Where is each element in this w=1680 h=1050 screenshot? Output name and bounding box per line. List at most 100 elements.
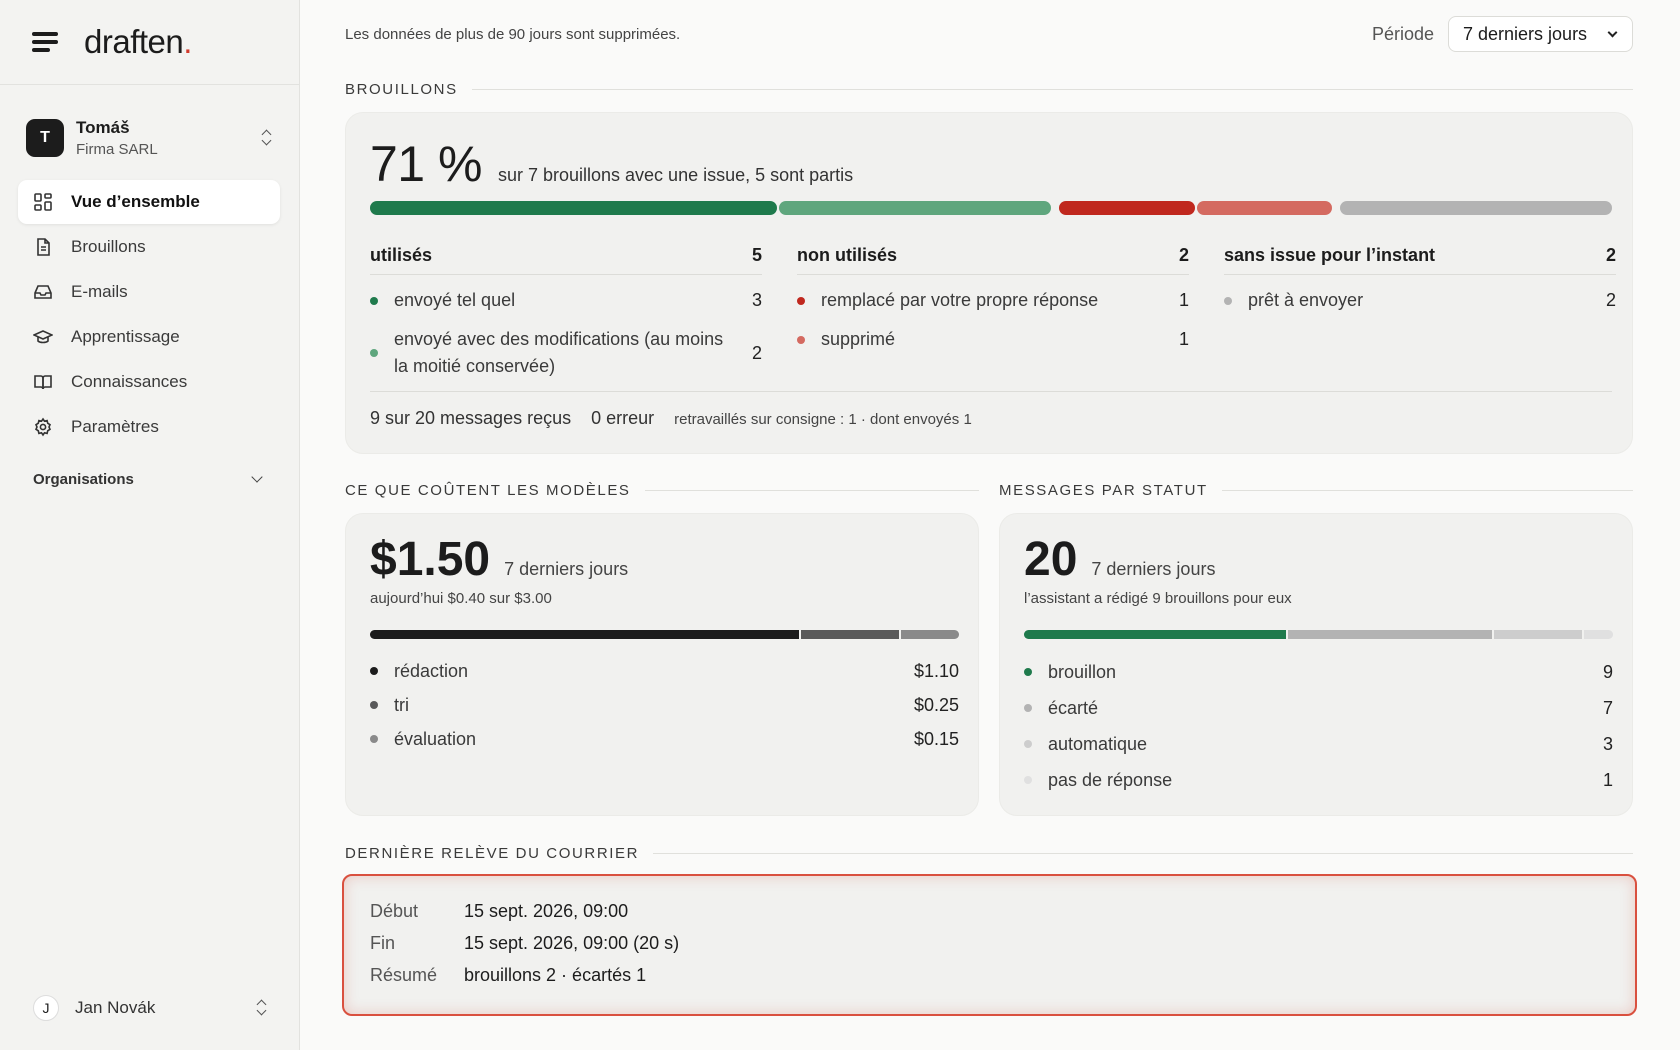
- list-item: rédaction $1.10: [370, 654, 959, 688]
- bar-segment-modifies: [779, 201, 1051, 215]
- cost-list: rédaction $1.10 tri $0.25 évaluation $0.…: [370, 654, 959, 756]
- status-dot: [797, 335, 805, 344]
- sidebar-item-overview[interactable]: Vue d’ensemble: [18, 180, 280, 224]
- status-list: brouillon 9 écarté 7 automatique 3 pas d…: [1024, 654, 1613, 798]
- document-icon: [33, 237, 53, 257]
- logo[interactable]: draften.: [84, 23, 192, 60]
- drafts-footer: 9 sur 20 messages reçus 0 erreur retrava…: [370, 391, 1612, 429]
- account-switcher[interactable]: T Tomáš Firma SARL: [26, 116, 274, 160]
- menu-icon[interactable]: [32, 32, 58, 52]
- sidebar-item-learning[interactable]: Apprentissage: [18, 315, 280, 359]
- status-dot: [1224, 296, 1232, 305]
- sidebar-item-settings[interactable]: Paramètres: [18, 405, 280, 449]
- status-bar-segment: [1494, 630, 1582, 639]
- book-icon: [33, 372, 53, 392]
- cost-bar-segment: [900, 630, 959, 639]
- chevron-down-icon: [1607, 27, 1618, 37]
- last-pickup-card: Début 15 sept. 2026, 09:00 Fin 15 sept. …: [342, 874, 1637, 1016]
- chevron-down-icon: [251, 471, 263, 483]
- list-item: envoyé tel quel 3: [370, 287, 762, 314]
- period-select[interactable]: 7 derniers jours: [1448, 16, 1633, 52]
- sidebar-item-drafts[interactable]: Brouillons: [18, 225, 280, 269]
- received-count: 9 sur 20 messages reçus: [370, 408, 572, 428]
- sidebar: draften. T Tomáš Firma SARL Vue d’ensemb…: [0, 0, 300, 1050]
- brand-bar: draften.: [0, 0, 299, 85]
- status-bar-segment: [1288, 630, 1493, 639]
- retention-notice: Les données de plus de 90 jours sont sup…: [345, 25, 681, 43]
- status-card: 20 7 derniers jours l’assistant a rédigé…: [999, 513, 1633, 816]
- status-dot: [1024, 740, 1032, 748]
- sidebar-item-knowledge[interactable]: Connaissances: [18, 360, 280, 404]
- account-avatar: T: [26, 119, 64, 157]
- grid-icon: [33, 192, 53, 212]
- error-count: 0 erreur: [591, 408, 655, 428]
- user-avatar: J: [33, 995, 59, 1021]
- list-item: supprimé 1: [797, 326, 1189, 353]
- list-item: envoyé avec des modifications (au moins …: [370, 326, 762, 380]
- cost-bar-segment: [801, 630, 899, 639]
- group-count: 5: [751, 245, 762, 265]
- list-item: évaluation $0.15: [370, 722, 959, 756]
- status-dot: [797, 296, 805, 305]
- status-bar: [1024, 630, 1613, 639]
- pickup-start-row: Début 15 sept. 2026, 09:00: [370, 901, 629, 921]
- inbox-icon: [33, 282, 53, 302]
- user-name: Jan Novák: [75, 998, 156, 1017]
- reworked-count: retravaillés sur consigne : 1 · dont env…: [674, 411, 972, 428]
- status-total: 20: [1024, 533, 1078, 586]
- group-title: non utilisés: [797, 245, 898, 265]
- cost-bar: [370, 630, 959, 639]
- status-bar-segment: [1024, 630, 1287, 639]
- list-item: prêt à envoyer 2: [1224, 287, 1616, 314]
- cost-total: $1.50: [370, 533, 491, 586]
- drafts-percent: 71 %: [370, 136, 482, 192]
- drafts-group-used: utilisés 5 envoyé tel quel 3 envoyé avec…: [370, 237, 762, 380]
- period-label: Période: [1371, 23, 1434, 44]
- cost-period: 7 derniers jours: [504, 559, 629, 579]
- cost-bar-segment: [370, 630, 799, 639]
- sidebar-item-label: Brouillons: [71, 237, 146, 256]
- status-section-title: MESSAGES PAR STATUT: [999, 482, 1633, 499]
- status-dot: [370, 701, 378, 709]
- account-name: Tomáš: [76, 118, 130, 137]
- status-dot: [370, 349, 378, 357]
- bar-segment-remplace: [1058, 201, 1195, 215]
- user-menu[interactable]: J Jan Novák: [33, 994, 269, 1022]
- bar-segment-pret: [1340, 201, 1612, 215]
- group-count: 2: [1605, 245, 1616, 265]
- sidebar-item-emails[interactable]: E-mails: [18, 270, 280, 314]
- chevron-up-down-icon: [260, 129, 274, 147]
- pickup-end-row: Fin 15 sept. 2026, 09:00 (20 s): [370, 933, 680, 953]
- group-count: 2: [1178, 245, 1189, 265]
- organizations-toggle[interactable]: Organisations: [33, 466, 265, 492]
- drafts-summary: sur 7 brouillons avec une issue, 5 sont …: [497, 165, 854, 185]
- list-item: automatique 3: [1024, 726, 1613, 762]
- sidebar-item-label: E-mails: [71, 282, 128, 301]
- sidebar-item-label: Vue d’ensemble: [71, 192, 200, 211]
- drafts-group-unused: non utilisés 2 remplacé par votre propre…: [797, 237, 1189, 353]
- list-item: tri $0.25: [370, 688, 959, 722]
- bar-segment-supprime: [1196, 201, 1333, 215]
- organizations-label: Organisations: [33, 470, 134, 488]
- cost-today: aujourd’hui $0.40 sur $3.00: [370, 590, 552, 607]
- status-bar-segment: [1583, 630, 1613, 639]
- status-dot: [370, 296, 378, 305]
- status-dot: [1024, 668, 1032, 676]
- drafts-card: 71 % sur 7 brouillons avec une issue, 5 …: [345, 112, 1633, 454]
- status-period: 7 derniers jours: [1091, 559, 1216, 579]
- period-value: 7 derniers jours: [1463, 23, 1588, 44]
- drafts-section-title: BROUILLONS: [345, 81, 1633, 98]
- graduation-cap-icon: [33, 327, 53, 347]
- drafts-group-pending: sans issue pour l’instant 2 prêt à envoy…: [1224, 237, 1616, 314]
- chevron-up-down-icon: [255, 999, 269, 1017]
- list-item: pas de réponse 1: [1024, 762, 1613, 798]
- status-dot: [370, 735, 378, 743]
- gear-icon: [33, 417, 53, 437]
- list-item: remplacé par votre propre réponse 1: [797, 287, 1189, 314]
- drafts-progress-bar: [370, 201, 1612, 215]
- costs-section-title: CE QUE COÛTENT LES MODÈLES: [345, 482, 979, 499]
- status-dot: [1024, 776, 1032, 784]
- list-item: écarté 7: [1024, 690, 1613, 726]
- account-org: Firma SARL: [76, 141, 158, 158]
- group-title: utilisés: [370, 245, 433, 265]
